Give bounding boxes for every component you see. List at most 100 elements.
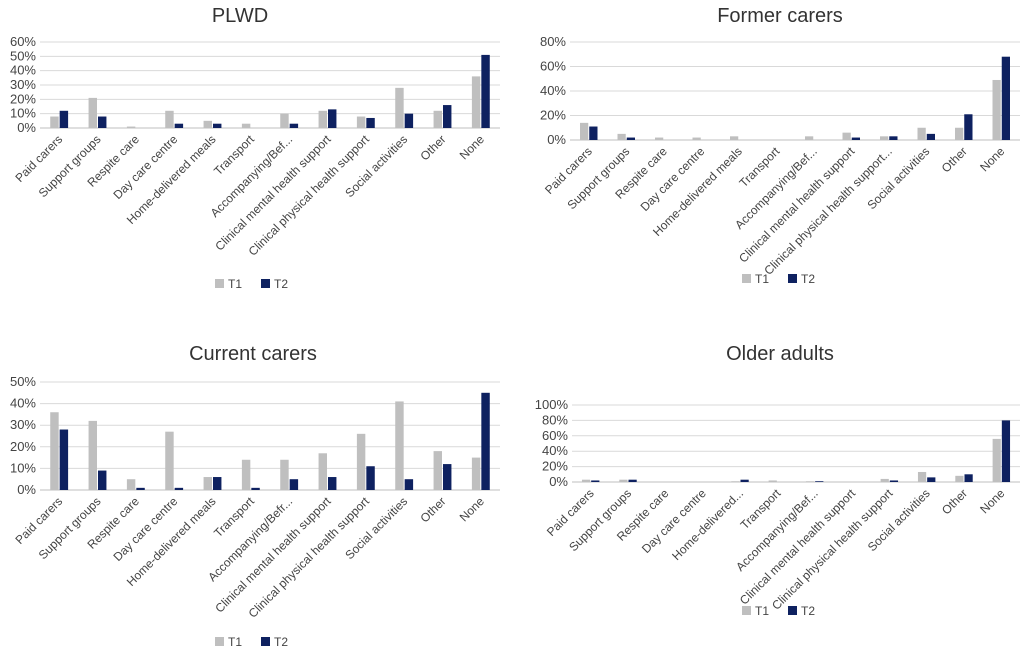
y-tick-label: 30% <box>10 77 36 92</box>
chart-title: PLWD <box>212 5 268 27</box>
chart-title: Older adults <box>726 343 834 365</box>
bar-t1 <box>88 97 97 128</box>
bar-t1 <box>917 471 927 482</box>
legend-swatch-t1 <box>215 279 224 288</box>
x-tick-label: Other <box>939 486 970 517</box>
legend-label: T1 <box>228 635 242 649</box>
bar-t1 <box>731 481 740 482</box>
bar-t1 <box>805 481 815 482</box>
bar-t1 <box>241 123 251 128</box>
bar-t1 <box>395 87 404 128</box>
bar-t1 <box>280 459 289 490</box>
bar-t2 <box>59 429 69 490</box>
legend-label: T1 <box>755 604 769 618</box>
x-tick-label: None <box>457 132 487 162</box>
bar-t2 <box>589 126 598 140</box>
y-tick-label: 80% <box>542 412 568 427</box>
x-tick-label: Other <box>417 132 448 163</box>
bar-t1 <box>165 110 174 128</box>
legend-swatch-t1 <box>742 606 751 615</box>
bar-t2 <box>98 116 107 128</box>
bar-t2 <box>889 480 899 482</box>
y-tick-label: 50% <box>10 374 36 389</box>
bar-t1 <box>50 116 59 128</box>
bar-t1 <box>619 479 628 482</box>
bar-t1 <box>580 122 589 140</box>
bar-t2 <box>213 477 222 490</box>
y-tick-label: 40% <box>540 83 566 98</box>
bar-t2 <box>443 105 452 128</box>
bar-t1 <box>126 126 136 128</box>
y-tick-label: 20% <box>10 439 36 454</box>
x-tick-label: Home-delivered... <box>669 486 746 563</box>
legend-label: T2 <box>274 277 288 291</box>
bar-t1 <box>356 116 366 128</box>
bar-t2 <box>404 479 414 490</box>
legend-label: T2 <box>801 604 815 618</box>
y-tick-label: 10% <box>10 460 36 475</box>
y-tick-label: 60% <box>10 34 36 49</box>
y-tick-label: 40% <box>10 396 36 411</box>
legend-swatch-t2 <box>261 279 270 288</box>
bar-t1 <box>203 120 212 128</box>
bar-t1 <box>471 457 481 490</box>
bar-t2 <box>628 479 637 482</box>
bar-t2 <box>98 470 107 490</box>
bar-t1 <box>692 137 701 140</box>
bar-t1 <box>395 401 404 490</box>
bar-t1 <box>165 431 174 490</box>
y-tick-label: 20% <box>10 91 36 106</box>
y-tick-label: 60% <box>540 59 566 74</box>
y-tick-label: 100% <box>535 397 569 412</box>
y-tick-label: 0% <box>17 120 36 135</box>
bar-t1 <box>318 110 327 128</box>
bar-t1 <box>955 475 964 482</box>
bar-t1 <box>433 110 442 128</box>
bar-t2 <box>213 123 222 128</box>
x-tick-label: None <box>977 486 1007 516</box>
bar-t1 <box>805 136 814 140</box>
y-tick-label: 0% <box>549 474 568 489</box>
chart-title: Current carers <box>189 343 317 365</box>
bar-t1 <box>768 480 777 482</box>
bar-t1 <box>880 478 889 482</box>
x-tick-label: Day care centre <box>638 144 708 214</box>
bar-t1 <box>917 127 926 140</box>
bar-t2 <box>851 137 860 140</box>
y-tick-label: 30% <box>10 417 36 432</box>
bar-t2 <box>889 136 898 140</box>
legend-swatch-t1 <box>215 637 224 646</box>
bar-t2 <box>328 109 337 128</box>
bar-t1 <box>992 79 1001 140</box>
y-tick-label: 20% <box>542 459 568 474</box>
bar-t2 <box>964 474 973 482</box>
bar-t1 <box>126 479 136 490</box>
bar-t2 <box>366 117 375 128</box>
legend-swatch-t2 <box>788 606 797 615</box>
bar-t1 <box>241 459 251 490</box>
bar-t1 <box>992 438 1001 482</box>
bar-t2 <box>481 392 490 490</box>
bar-t2 <box>174 123 184 128</box>
legend-swatch-t2 <box>261 637 270 646</box>
bar-t1 <box>356 433 366 490</box>
bar-t2 <box>1001 56 1010 141</box>
bar-t1 <box>655 137 664 140</box>
bar-t1 <box>471 76 481 128</box>
y-tick-label: 40% <box>10 63 36 78</box>
bar-t1 <box>433 451 442 490</box>
x-tick-label: Day care centre <box>639 486 709 556</box>
bar-t1 <box>730 136 739 140</box>
bar-t2 <box>626 137 635 140</box>
bar-t1 <box>955 127 964 140</box>
bar-t1 <box>318 453 327 490</box>
y-tick-label: 40% <box>542 443 568 458</box>
bar-t2 <box>289 479 299 490</box>
y-tick-label: 10% <box>10 106 36 121</box>
bar-t2 <box>328 477 337 490</box>
bar-t2 <box>591 480 600 482</box>
